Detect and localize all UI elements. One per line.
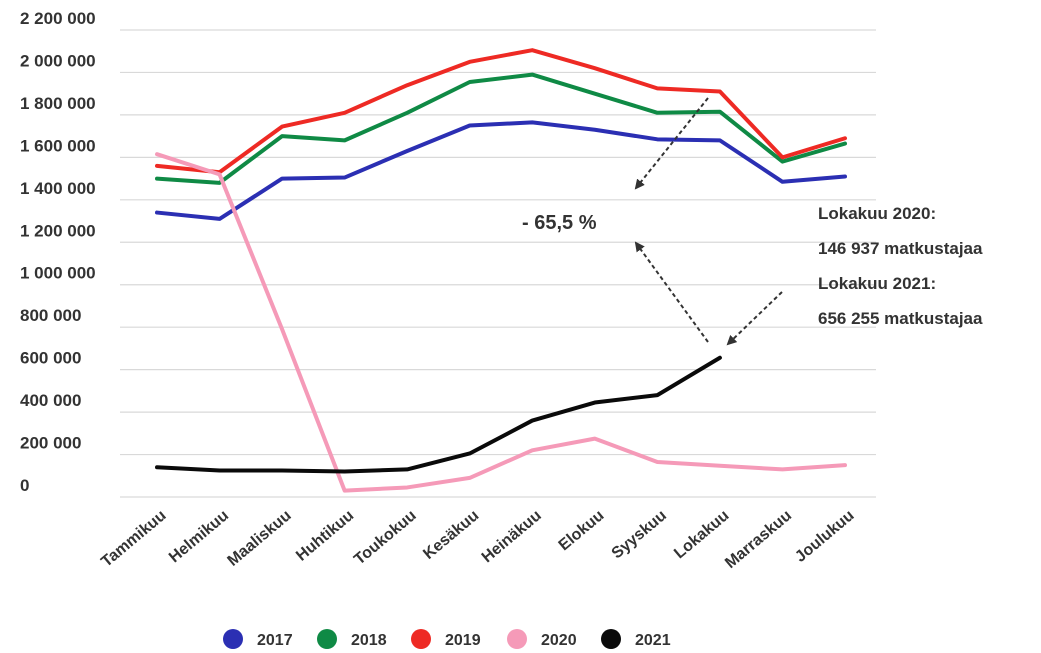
y-tick-label: 800 000 (20, 306, 81, 325)
x-tick-label: Syyskuu (609, 507, 670, 562)
y-tick-label: 600 000 (20, 349, 81, 368)
series-line-2021 (155, 355, 722, 474)
legend-swatch (411, 629, 431, 649)
series-line-2017 (155, 120, 847, 221)
legend-swatch (223, 629, 243, 649)
annotation-line-4: 656 255 matkustajaa (818, 309, 983, 328)
legend: 2017 2018 2019 2020 2021 (223, 629, 671, 649)
legend-label: 2017 (257, 632, 293, 649)
x-tick-label: Marraskuu (722, 507, 795, 572)
legend-swatch (317, 629, 337, 649)
annotation-group: - 65,5 % Lokakuu 2020: 146 937 matkustaj… (522, 97, 983, 346)
annotation-line-3: Lokakuu 2021: (818, 274, 936, 293)
x-tick-label: Huhtikuu (293, 507, 357, 565)
x-tick-label: Joulukuu (792, 507, 857, 566)
x-axis-ticks: TammikuuHelmikuuMaaliskuuHuhtikuuToukoku… (98, 507, 857, 572)
x-tick-label: Helmikuu (166, 507, 232, 566)
y-tick-label: 1 000 000 (20, 264, 96, 283)
series-line-2020 (155, 152, 847, 493)
y-axis-ticks: 0 200 000 400 000 600 000 800 000 1 000 000 1 … (20, 9, 96, 495)
legend-label: 2018 (351, 632, 387, 649)
y-tick-label: 1 600 000 (20, 136, 96, 155)
change-label: - 65,5 % (522, 212, 597, 234)
series-line-2019 (155, 48, 847, 175)
legend-label: 2019 (445, 632, 481, 649)
y-tick-label: 0 (20, 476, 29, 495)
x-tick-label: Kesäkuu (420, 507, 482, 563)
x-tick-label: Heinäkuu (479, 507, 545, 566)
x-tick-label: Elokuu (556, 507, 608, 554)
legend-swatch (507, 629, 527, 649)
arrow-down-to-label (634, 97, 709, 190)
series-lines (155, 48, 847, 493)
x-tick-label: Maaliskuu (224, 507, 294, 570)
y-tick-label: 2 200 000 (20, 9, 96, 28)
y-tick-label: 400 000 (20, 391, 81, 410)
y-tick-label: 1 400 000 (20, 179, 96, 198)
x-tick-label: Toukokuu (351, 507, 420, 568)
y-tick-label: 2 000 000 (20, 51, 96, 70)
arrow-to-2021-point (726, 291, 783, 346)
y-tick-label: 1 800 000 (20, 94, 96, 113)
gridlines (120, 29, 876, 498)
legend-label: 2020 (541, 632, 577, 649)
annotation-line-2: 146 937 matkustajaa (818, 239, 983, 258)
legend-swatch (601, 629, 621, 649)
y-tick-label: 1 200 000 (20, 221, 96, 240)
legend-label: 2021 (635, 632, 671, 649)
x-tick-label: Tammikuu (98, 507, 169, 571)
x-tick-label: Lokakuu (671, 507, 732, 562)
series-line-2018 (155, 72, 847, 185)
y-tick-label: 200 000 (20, 434, 81, 453)
annotation-line-1: Lokakuu 2020: (818, 204, 936, 223)
